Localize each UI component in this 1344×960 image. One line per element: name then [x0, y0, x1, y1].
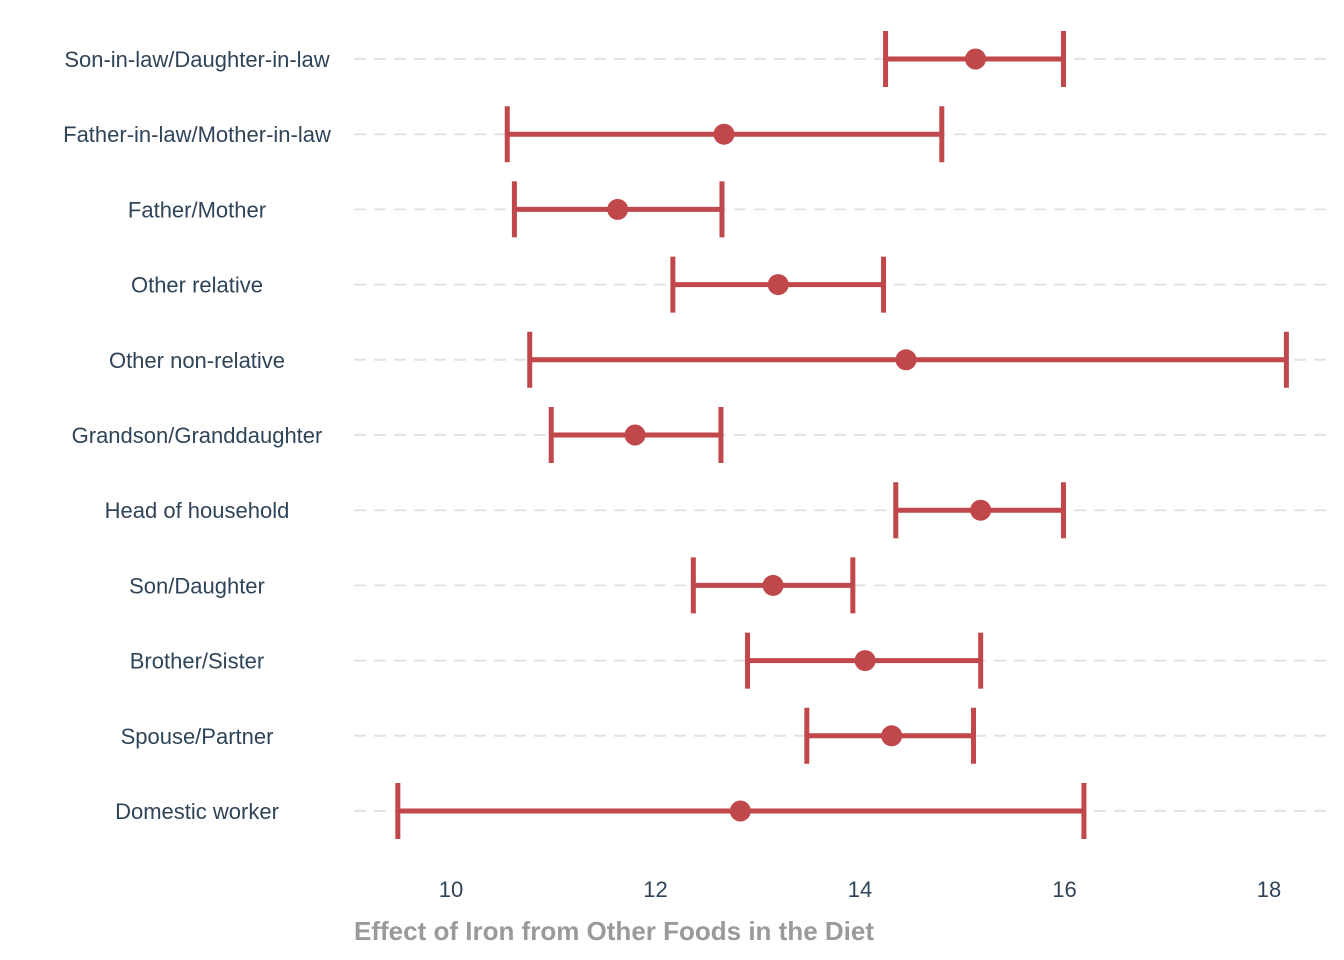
estimate-point	[895, 349, 917, 371]
estimate-point	[854, 650, 876, 672]
x-tick-label: 18	[1257, 877, 1281, 902]
x-tick-label: 16	[1052, 877, 1076, 902]
gridlines	[354, 58, 1328, 812]
x-axis-title: Effect of Iron from Other Foods in the D…	[354, 916, 874, 946]
estimate-point	[970, 499, 992, 521]
estimate-point	[881, 725, 903, 747]
x-tick-labels: 10 12 14 16 18	[439, 877, 1281, 902]
estimate-point	[713, 123, 735, 145]
x-tick-label: 10	[439, 877, 463, 902]
estimate-point	[624, 424, 646, 446]
category-label: Father/Mother	[128, 197, 266, 222]
estimate-points	[607, 48, 992, 822]
category-label: Head of household	[105, 498, 290, 523]
estimate-point	[607, 198, 629, 220]
category-label: Grandson/Granddaughter	[72, 423, 323, 448]
estimate-point	[767, 274, 789, 296]
category-label: Other non-relative	[109, 348, 285, 373]
category-labels: Son-in-law/Daughter-in-law Father-in-law/…	[63, 47, 331, 824]
category-label: Spouse/Partner	[121, 724, 274, 749]
x-tick-label: 14	[848, 877, 872, 902]
x-tick-label: 12	[643, 877, 667, 902]
category-label: Brother/Sister	[130, 649, 265, 674]
estimate-point	[729, 800, 751, 822]
category-label: Domestic worker	[115, 799, 279, 824]
category-label: Father-in-law/Mother-in-law	[63, 122, 331, 147]
category-label: Other relative	[131, 273, 263, 298]
category-label: Son/Daughter	[129, 573, 265, 598]
category-label: Son-in-law/Daughter-in-law	[64, 47, 329, 72]
estimate-point	[762, 574, 784, 596]
estimate-point	[965, 48, 987, 70]
